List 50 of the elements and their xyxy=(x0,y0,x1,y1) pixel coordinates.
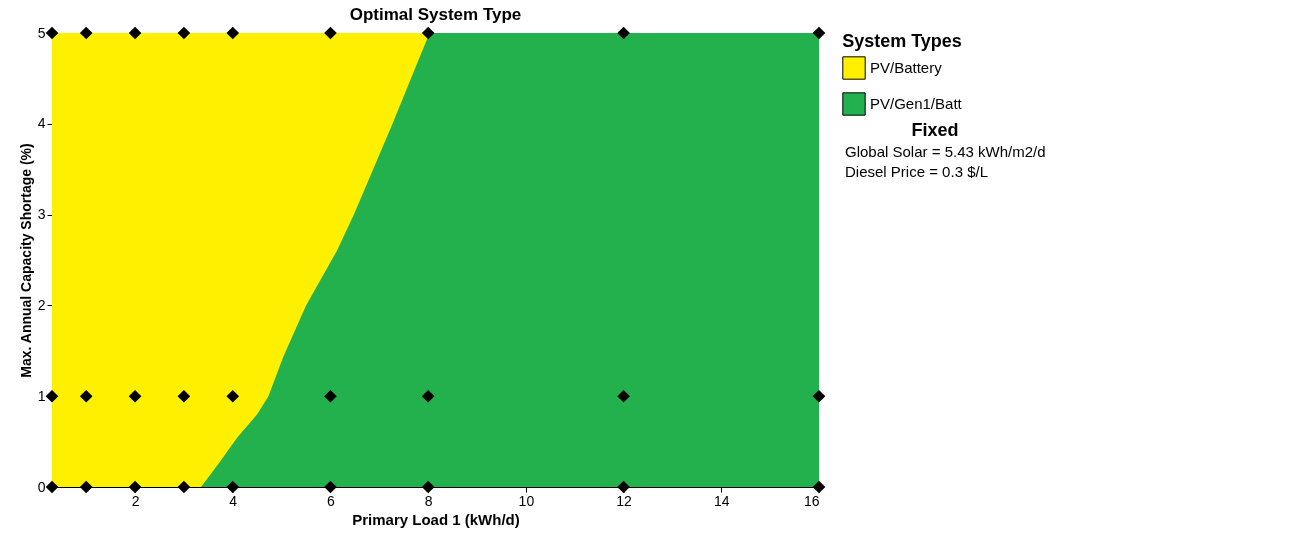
point xyxy=(421,480,435,494)
x-axis-title: Primary Load 1 (kWh/d) xyxy=(352,510,520,528)
point xyxy=(324,480,337,494)
y-axis-title: Max. Annual Capacity Shortage (%) xyxy=(17,143,34,378)
x-tick-label: 2 xyxy=(131,492,140,509)
x-tick-label: 6 xyxy=(327,492,336,509)
point xyxy=(617,26,630,40)
point xyxy=(812,480,826,494)
y-tick-label: 0 xyxy=(37,478,46,495)
point xyxy=(617,480,630,494)
point xyxy=(226,389,240,403)
point xyxy=(128,389,142,403)
y-tick-label: 2 xyxy=(37,296,46,313)
legend-label: PV/Battery xyxy=(870,59,943,76)
x-tick-label: 4 xyxy=(229,492,238,509)
x-tick-label: 12 xyxy=(616,492,633,509)
x-tick-label: 16 xyxy=(803,492,820,509)
point xyxy=(812,26,826,40)
point xyxy=(128,26,142,40)
point xyxy=(45,480,59,494)
y-tick-label: 4 xyxy=(37,115,46,132)
point xyxy=(177,389,191,403)
y-tick-label: 1 xyxy=(37,387,46,404)
text: Global Solar = 5.43 kWh/m2/d xyxy=(845,142,1046,162)
point xyxy=(79,26,93,40)
point xyxy=(45,389,59,403)
y-tick-label: 5 xyxy=(37,24,46,41)
point xyxy=(421,389,435,403)
point xyxy=(226,480,240,494)
point xyxy=(128,480,142,494)
x-tick-label: 10 xyxy=(518,492,535,509)
point xyxy=(79,480,93,494)
x-tick-label: 8 xyxy=(424,492,433,509)
point xyxy=(177,26,191,40)
legend-title: System Types xyxy=(842,31,962,51)
point xyxy=(226,26,240,40)
text: Diesel Price = 0.3 $/L xyxy=(845,162,989,182)
point xyxy=(812,389,826,403)
point xyxy=(421,26,435,40)
point xyxy=(617,389,630,403)
chart-title: Optimal System Type xyxy=(349,5,522,24)
text: Fixed xyxy=(910,120,960,140)
point xyxy=(79,389,93,403)
y-tick-label: 3 xyxy=(37,206,46,223)
point xyxy=(45,26,59,40)
x-tick-label: 14 xyxy=(714,492,730,509)
point xyxy=(324,26,337,40)
point xyxy=(324,389,337,403)
point xyxy=(177,480,191,494)
text: PV/Gen1/Batt xyxy=(870,95,963,112)
